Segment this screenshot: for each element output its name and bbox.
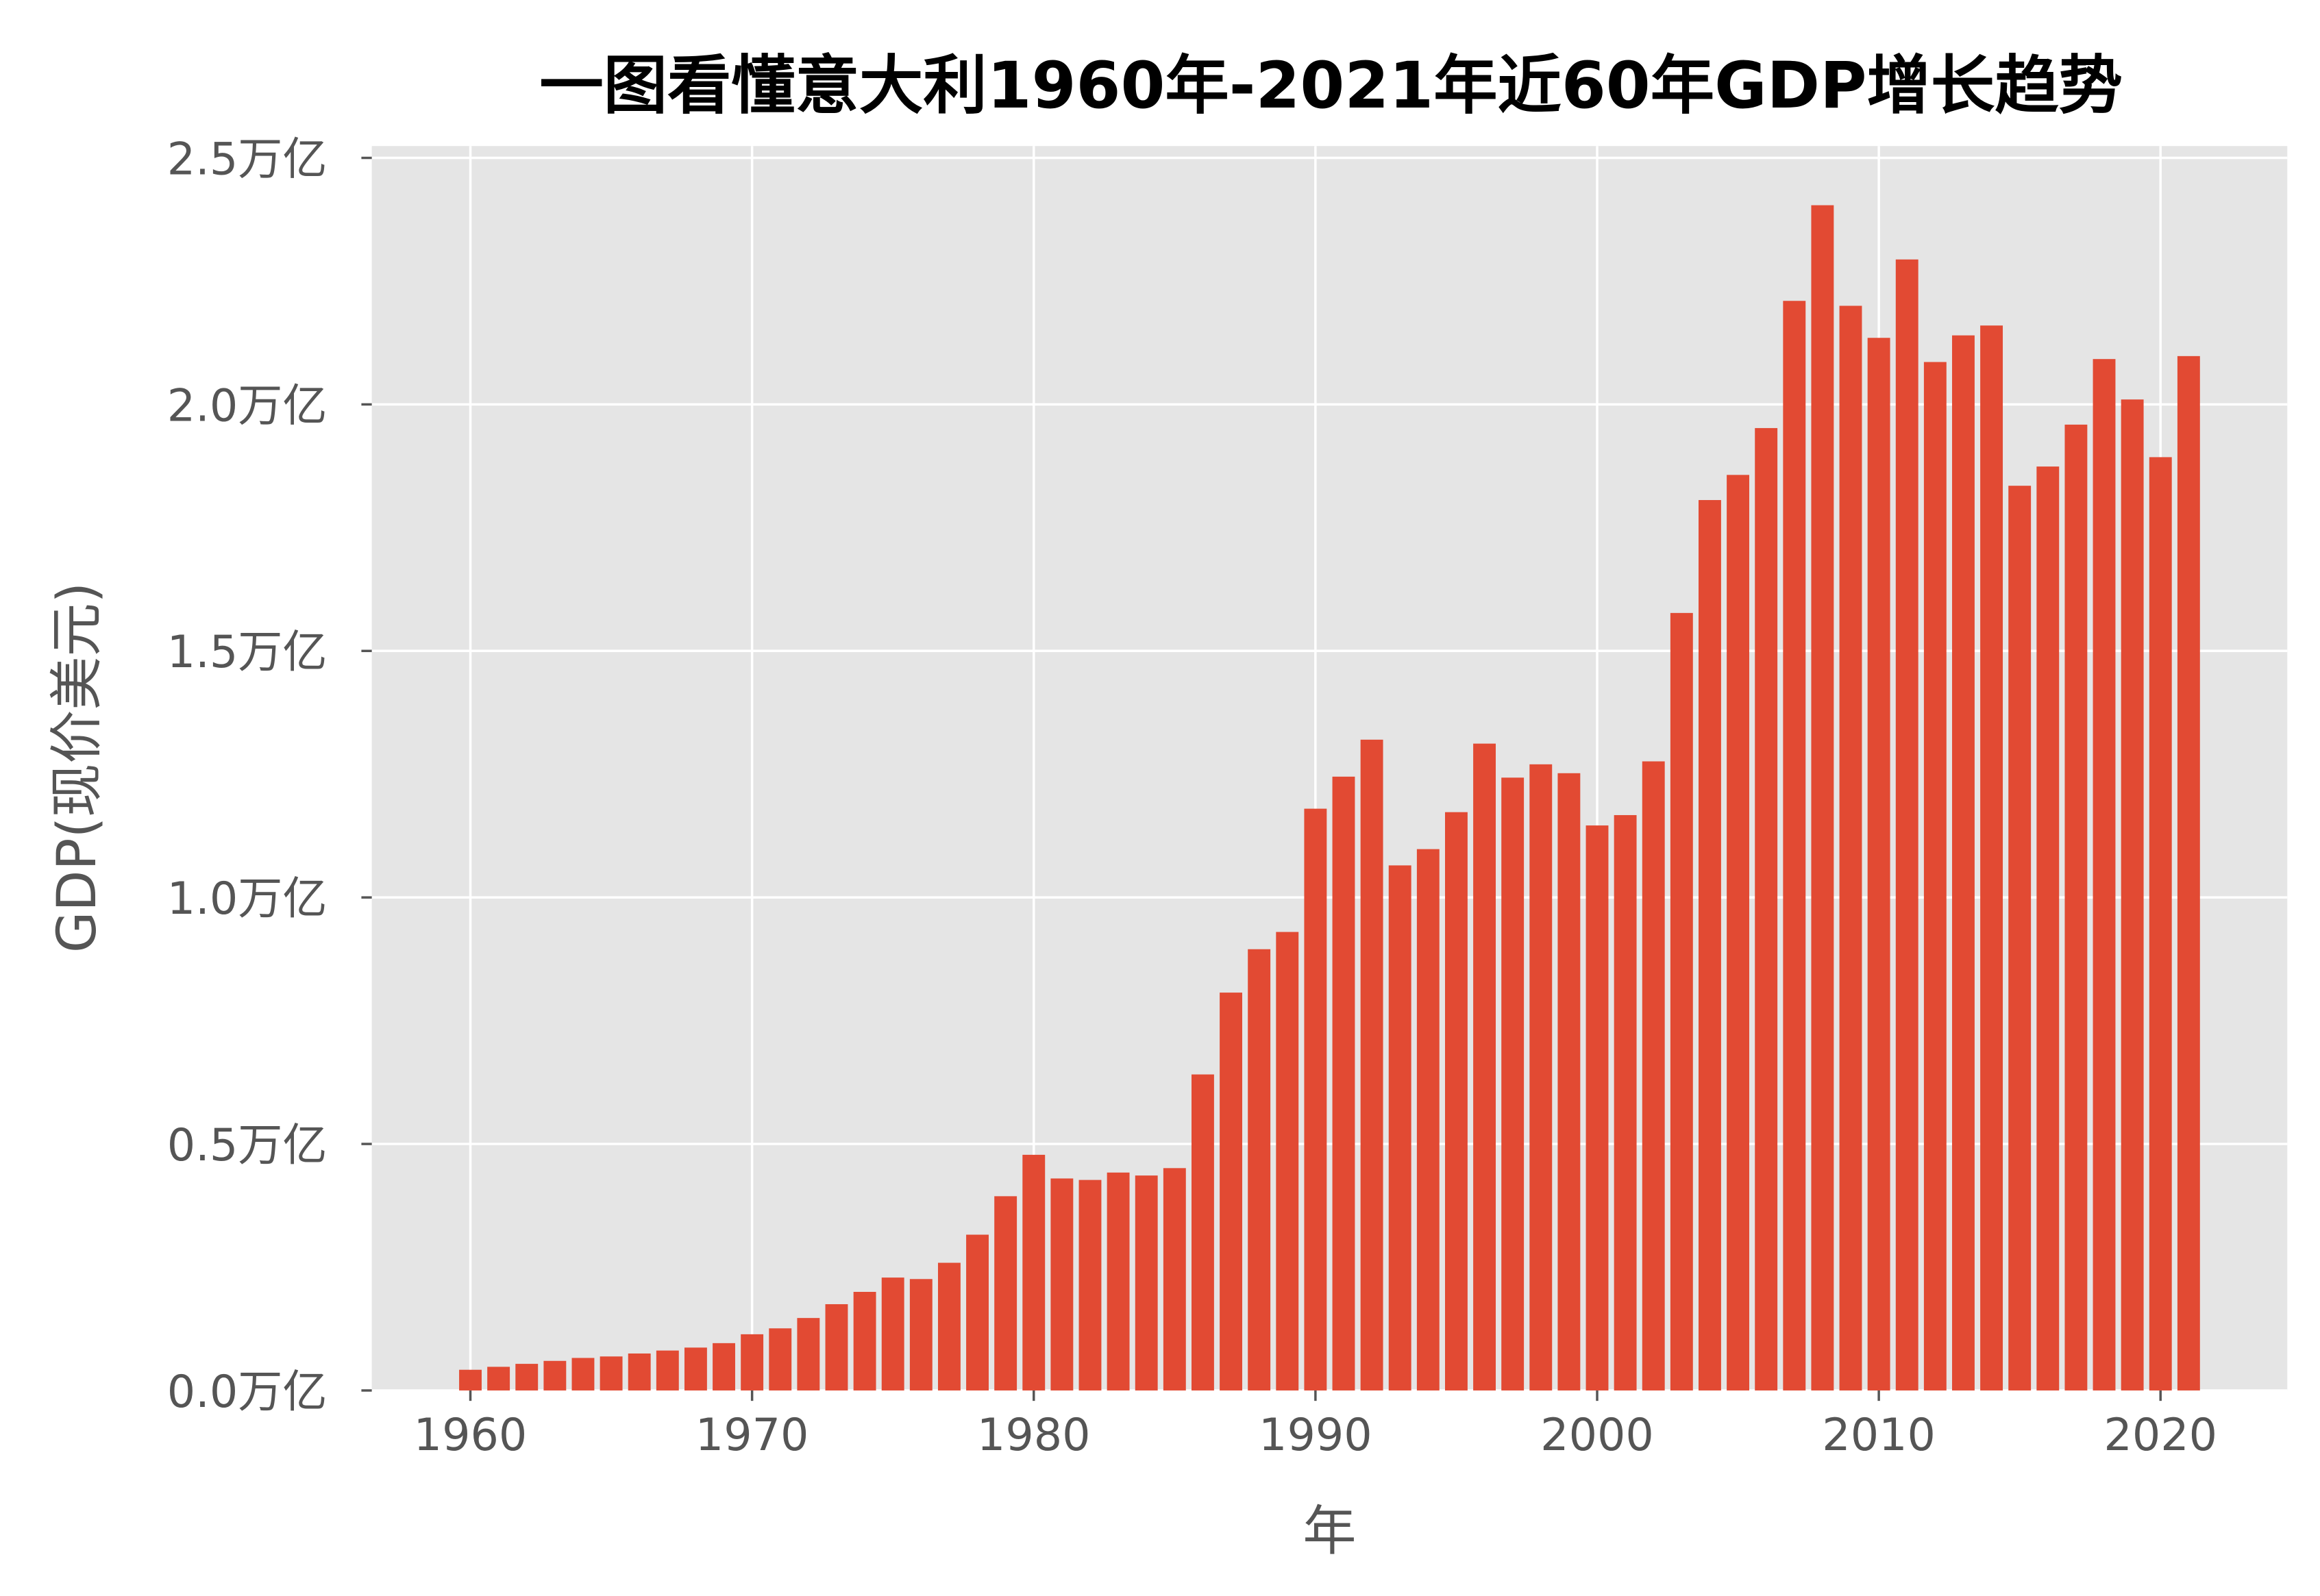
bar-1968 xyxy=(684,1347,707,1391)
bar-1969 xyxy=(713,1343,735,1391)
bar-1979 xyxy=(994,1196,1017,1391)
bar-1993 xyxy=(1388,865,1411,1391)
bar-2020 xyxy=(2149,457,2172,1391)
x-axis-label: 年 xyxy=(1303,1500,1356,1562)
bar-2019 xyxy=(2121,399,2144,1391)
bar-1978 xyxy=(966,1234,989,1391)
bar-1961 xyxy=(487,1367,510,1391)
bar-1992 xyxy=(1360,739,1383,1391)
bar-2001 xyxy=(1614,814,1637,1391)
bar-2017 xyxy=(2064,424,2088,1391)
bar-1964 xyxy=(571,1358,595,1391)
bar-1963 xyxy=(543,1360,567,1391)
bar-1997 xyxy=(1501,777,1525,1391)
bar-2014 xyxy=(1980,325,2003,1391)
x-axis: 1960 1970 1980 1990 2000 2010 2020 xyxy=(414,1390,2217,1461)
bar-1967 xyxy=(656,1350,679,1391)
bar-1983 xyxy=(1107,1172,1130,1391)
y-tick-label: 0.0万亿 xyxy=(167,1367,328,1418)
bar-2005 xyxy=(1727,475,1750,1391)
y-tick-label: 2.0万亿 xyxy=(167,380,328,432)
bar-1960 xyxy=(459,1369,482,1391)
y-axis-label: GDP(现价美元) xyxy=(46,582,108,953)
bar-2012 xyxy=(1923,362,1947,1391)
bar-1973 xyxy=(825,1304,848,1391)
bar-2015 xyxy=(2008,486,2032,1391)
bar-2018 xyxy=(2093,359,2116,1391)
bar-2011 xyxy=(1895,259,1918,1391)
x-tick-label: 2020 xyxy=(2103,1410,2217,1461)
bars xyxy=(459,205,2200,1391)
y-axis: 0.0万亿 0.5万亿 1.0万亿 1.5万亿 2.0万亿 2.5万亿 xyxy=(167,134,372,1418)
bar-2002 xyxy=(1642,761,1665,1391)
bar-1972 xyxy=(797,1318,820,1391)
chart-title: 一图看懂意大利1960年-2021年近60年GDP增长趋势 xyxy=(539,49,2123,123)
bar-1965 xyxy=(600,1356,623,1391)
bar-2008 xyxy=(1811,205,1834,1391)
bar-1988 xyxy=(1248,949,1271,1391)
x-tick-label: 2000 xyxy=(1540,1410,1654,1461)
bar-1975 xyxy=(881,1277,904,1391)
y-tick-label: 0.5万亿 xyxy=(167,1120,328,1171)
bar-1976 xyxy=(909,1279,933,1391)
x-tick-label: 2010 xyxy=(1822,1410,1936,1461)
y-tick-label: 1.5万亿 xyxy=(167,627,328,678)
bar-1987 xyxy=(1220,993,1242,1391)
bar-2006 xyxy=(1755,427,1778,1391)
bar-1970 xyxy=(741,1334,764,1391)
bar-1981 xyxy=(1050,1178,1074,1391)
y-tick-label: 2.5万亿 xyxy=(167,134,328,185)
bar-1990 xyxy=(1304,808,1327,1391)
x-tick-label: 1960 xyxy=(414,1410,528,1461)
bar-1974 xyxy=(853,1291,876,1391)
bar-1980 xyxy=(1022,1154,1046,1391)
bar-1971 xyxy=(769,1328,792,1391)
bar-2009 xyxy=(1839,306,1862,1391)
bar-1984 xyxy=(1135,1175,1158,1391)
x-tick-label: 1980 xyxy=(977,1410,1091,1461)
bar-1962 xyxy=(515,1364,539,1391)
bar-1985 xyxy=(1163,1168,1186,1391)
bar-1989 xyxy=(1276,932,1299,1391)
y-tick-label: 1.0万亿 xyxy=(167,873,328,925)
bar-1996 xyxy=(1473,743,1496,1391)
bar-1977 xyxy=(937,1262,961,1391)
bar-1999 xyxy=(1557,773,1581,1391)
bar-2021 xyxy=(2177,356,2200,1391)
x-tick-label: 1970 xyxy=(695,1410,809,1461)
bar-1986 xyxy=(1191,1074,1214,1391)
x-tick-label: 1990 xyxy=(1259,1410,1372,1461)
bar-2000 xyxy=(1585,825,1609,1391)
bar-2010 xyxy=(1867,338,1890,1391)
bar-1982 xyxy=(1078,1180,1102,1391)
bar-2004 xyxy=(1699,500,1721,1391)
bar-1995 xyxy=(1444,812,1468,1391)
bar-2016 xyxy=(2036,466,2060,1391)
bar-1994 xyxy=(1416,849,1440,1391)
bar-1998 xyxy=(1529,764,1553,1391)
bar-1991 xyxy=(1332,776,1355,1391)
bar-2003 xyxy=(1670,612,1693,1391)
bar-2007 xyxy=(1783,301,1806,1391)
bar-2013 xyxy=(1952,335,1975,1391)
bar-1966 xyxy=(628,1353,651,1391)
